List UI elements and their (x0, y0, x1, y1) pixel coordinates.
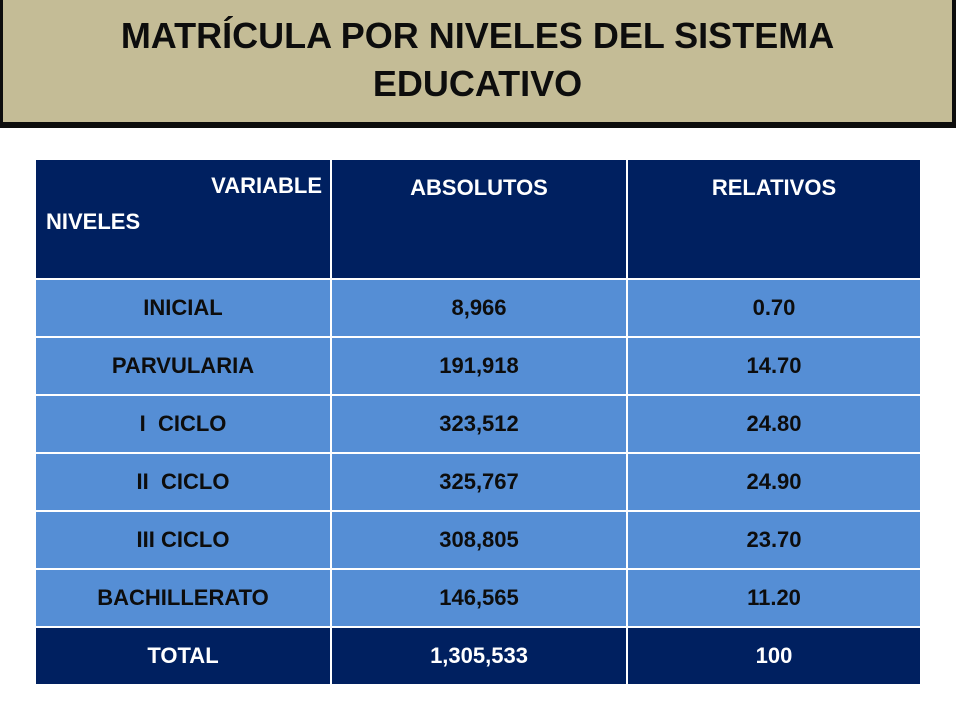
cell-relativos: 23.70 (626, 510, 922, 570)
table-header-row: VARIABLE NIVELES ABSOLUTOS RELATIVOS (34, 158, 922, 280)
title-line-2: EDUCATIVO (372, 63, 583, 104)
cell-absolutos: 191,918 (330, 336, 628, 396)
cell-nivel: I CICLO (34, 394, 332, 454)
cell-nivel: BACHILLERATO (34, 568, 332, 628)
table-row: PARVULARIA 191,918 14.70 (34, 336, 922, 396)
header-cell-absolutos: ABSOLUTOS (330, 158, 628, 280)
enrollment-table: VARIABLE NIVELES ABSOLUTOS RELATIVOS INI… (34, 158, 922, 686)
cell-total-relativos: 100 (626, 626, 922, 686)
cell-nivel: II CICLO (34, 452, 332, 512)
cell-relativos: 11.20 (626, 568, 922, 628)
cell-relativos: 0.70 (626, 278, 922, 338)
cell-absolutos: 146,565 (330, 568, 628, 628)
table-row: II CICLO 325,767 24.90 (34, 452, 922, 512)
cell-absolutos: 308,805 (330, 510, 628, 570)
table-total-row: TOTAL 1,305,533 100 (34, 626, 922, 686)
table-row: INICIAL 8,966 0.70 (34, 278, 922, 338)
cell-nivel: PARVULARIA (34, 336, 332, 396)
cell-total-absolutos: 1,305,533 (330, 626, 628, 686)
cell-nivel: III CICLO (34, 510, 332, 570)
cell-total-label: TOTAL (34, 626, 332, 686)
header-cell-relativos: RELATIVOS (626, 158, 922, 280)
slide-title: MATRÍCULA POR NIVELES DEL SISTEMA EDUCAT… (98, 12, 858, 108)
title-line-1: MATRÍCULA POR NIVELES DEL SISTEMA (120, 15, 835, 56)
cell-relativos: 24.90 (626, 452, 922, 512)
header-relativos-label: RELATIVOS (711, 175, 837, 200)
header-variable-label: VARIABLE (211, 173, 322, 198)
table-row: BACHILLERATO 146,565 11.20 (34, 568, 922, 628)
header-absolutos-label: ABSOLUTOS (410, 175, 548, 200)
cell-relativos: 24.80 (626, 394, 922, 454)
title-banner: MATRÍCULA POR NIVELES DEL SISTEMA EDUCAT… (0, 0, 956, 128)
cell-nivel: INICIAL (34, 278, 332, 338)
header-niveles-label: NIVELES (46, 209, 141, 234)
enrollment-table-container: VARIABLE NIVELES ABSOLUTOS RELATIVOS INI… (34, 158, 922, 686)
header-cell-variable-niveles: VARIABLE NIVELES (34, 158, 332, 280)
cell-absolutos: 8,966 (330, 278, 628, 338)
table-row: III CICLO 308,805 23.70 (34, 510, 922, 570)
cell-relativos: 14.70 (626, 336, 922, 396)
table-row: I CICLO 323,512 24.80 (34, 394, 922, 454)
cell-absolutos: 325,767 (330, 452, 628, 512)
cell-absolutos: 323,512 (330, 394, 628, 454)
